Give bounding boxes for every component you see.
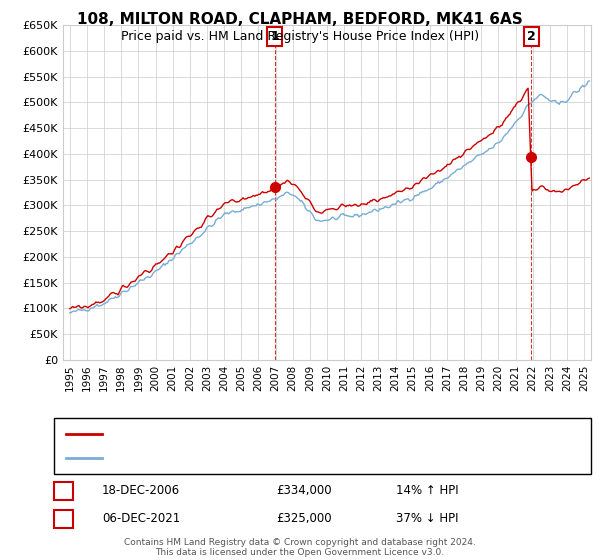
Text: £334,000: £334,000 (276, 484, 332, 497)
Text: £325,000: £325,000 (276, 512, 332, 525)
Text: Price paid vs. HM Land Registry's House Price Index (HPI): Price paid vs. HM Land Registry's House … (121, 30, 479, 43)
Text: Contains HM Land Registry data © Crown copyright and database right 2024.
This d: Contains HM Land Registry data © Crown c… (124, 538, 476, 557)
Text: 108, MILTON ROAD, CLAPHAM, BEDFORD, MK41 6AS: 108, MILTON ROAD, CLAPHAM, BEDFORD, MK41… (77, 12, 523, 27)
Text: 108, MILTON ROAD, CLAPHAM, BEDFORD, MK41 6AS (detached house): 108, MILTON ROAD, CLAPHAM, BEDFORD, MK41… (108, 428, 502, 438)
Text: 2: 2 (59, 512, 68, 525)
Text: 1: 1 (59, 484, 68, 497)
Text: 2: 2 (527, 30, 536, 43)
Text: 1: 1 (271, 30, 279, 43)
Text: 37% ↓ HPI: 37% ↓ HPI (396, 512, 458, 525)
Text: 14% ↑ HPI: 14% ↑ HPI (396, 484, 458, 497)
Text: 06-DEC-2021: 06-DEC-2021 (102, 512, 180, 525)
Text: HPI: Average price, detached house, Bedford: HPI: Average price, detached house, Bedf… (108, 454, 358, 464)
Text: 18-DEC-2006: 18-DEC-2006 (102, 484, 180, 497)
